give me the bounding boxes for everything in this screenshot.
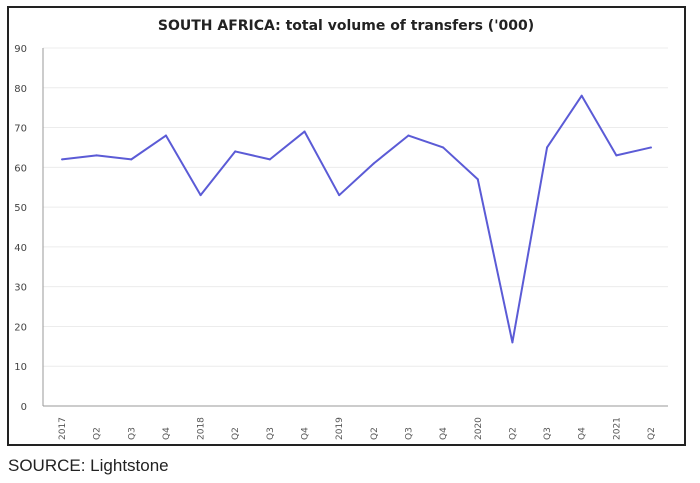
y-tick-label: 50 — [14, 203, 27, 214]
x-tick-label: 2017 — [58, 417, 68, 440]
x-tick-label: Q3 — [543, 427, 553, 440]
x-tick-label: Q4 — [439, 427, 449, 440]
x-tick-label: 2019 — [335, 417, 345, 440]
data-point — [199, 194, 202, 197]
y-tick-label: 90 — [14, 44, 27, 55]
x-tick-label: Q2 — [93, 427, 103, 440]
x-tick-label: Q4 — [162, 427, 172, 440]
data-point — [476, 178, 479, 181]
data-point — [615, 154, 618, 157]
data-point — [61, 158, 63, 161]
data-point — [546, 146, 549, 149]
chart-frame — [7, 6, 686, 446]
x-tick-label: Q3 — [266, 427, 276, 440]
data-point — [130, 158, 133, 161]
chart-title: SOUTH AFRICA: total volume of transfers … — [158, 18, 534, 34]
x-tick-label: Q4 — [578, 427, 588, 440]
data-point — [511, 341, 514, 344]
source-note: SOURCE: Lightstone — [8, 456, 169, 475]
data-point — [268, 158, 271, 161]
data-point — [164, 134, 167, 137]
x-tick-label: Q2 — [231, 427, 241, 440]
y-tick-label: 30 — [14, 283, 27, 294]
x-tick-label: Q2 — [508, 427, 518, 440]
y-tick-label: 10 — [14, 362, 27, 373]
x-tick-label: Q3 — [404, 427, 414, 440]
x-tick-label: Q2 — [370, 427, 380, 440]
y-tick-label: 0 — [21, 402, 27, 413]
x-tick-label: Q3 — [127, 427, 137, 440]
data-point — [442, 146, 445, 149]
y-tick-label: 70 — [14, 124, 27, 135]
x-tick-label: 2020 — [474, 417, 484, 440]
y-tick-label: 20 — [14, 322, 27, 333]
data-point — [650, 146, 652, 149]
data-point — [372, 162, 375, 165]
data-point — [303, 130, 306, 133]
x-tick-label: Q4 — [301, 427, 311, 440]
data-point — [407, 134, 410, 137]
data-point — [234, 150, 237, 153]
x-tick-label: Q2 — [647, 427, 657, 440]
data-point — [95, 154, 98, 157]
data-point — [338, 194, 341, 197]
y-tick-label: 40 — [14, 243, 27, 254]
data-point — [580, 94, 583, 97]
y-tick-label: 60 — [14, 163, 27, 174]
series-line — [61, 94, 652, 344]
x-tick-label: 2018 — [197, 417, 207, 440]
x-tick-label: 2021 — [612, 417, 622, 440]
y-tick-label: 80 — [14, 84, 27, 95]
